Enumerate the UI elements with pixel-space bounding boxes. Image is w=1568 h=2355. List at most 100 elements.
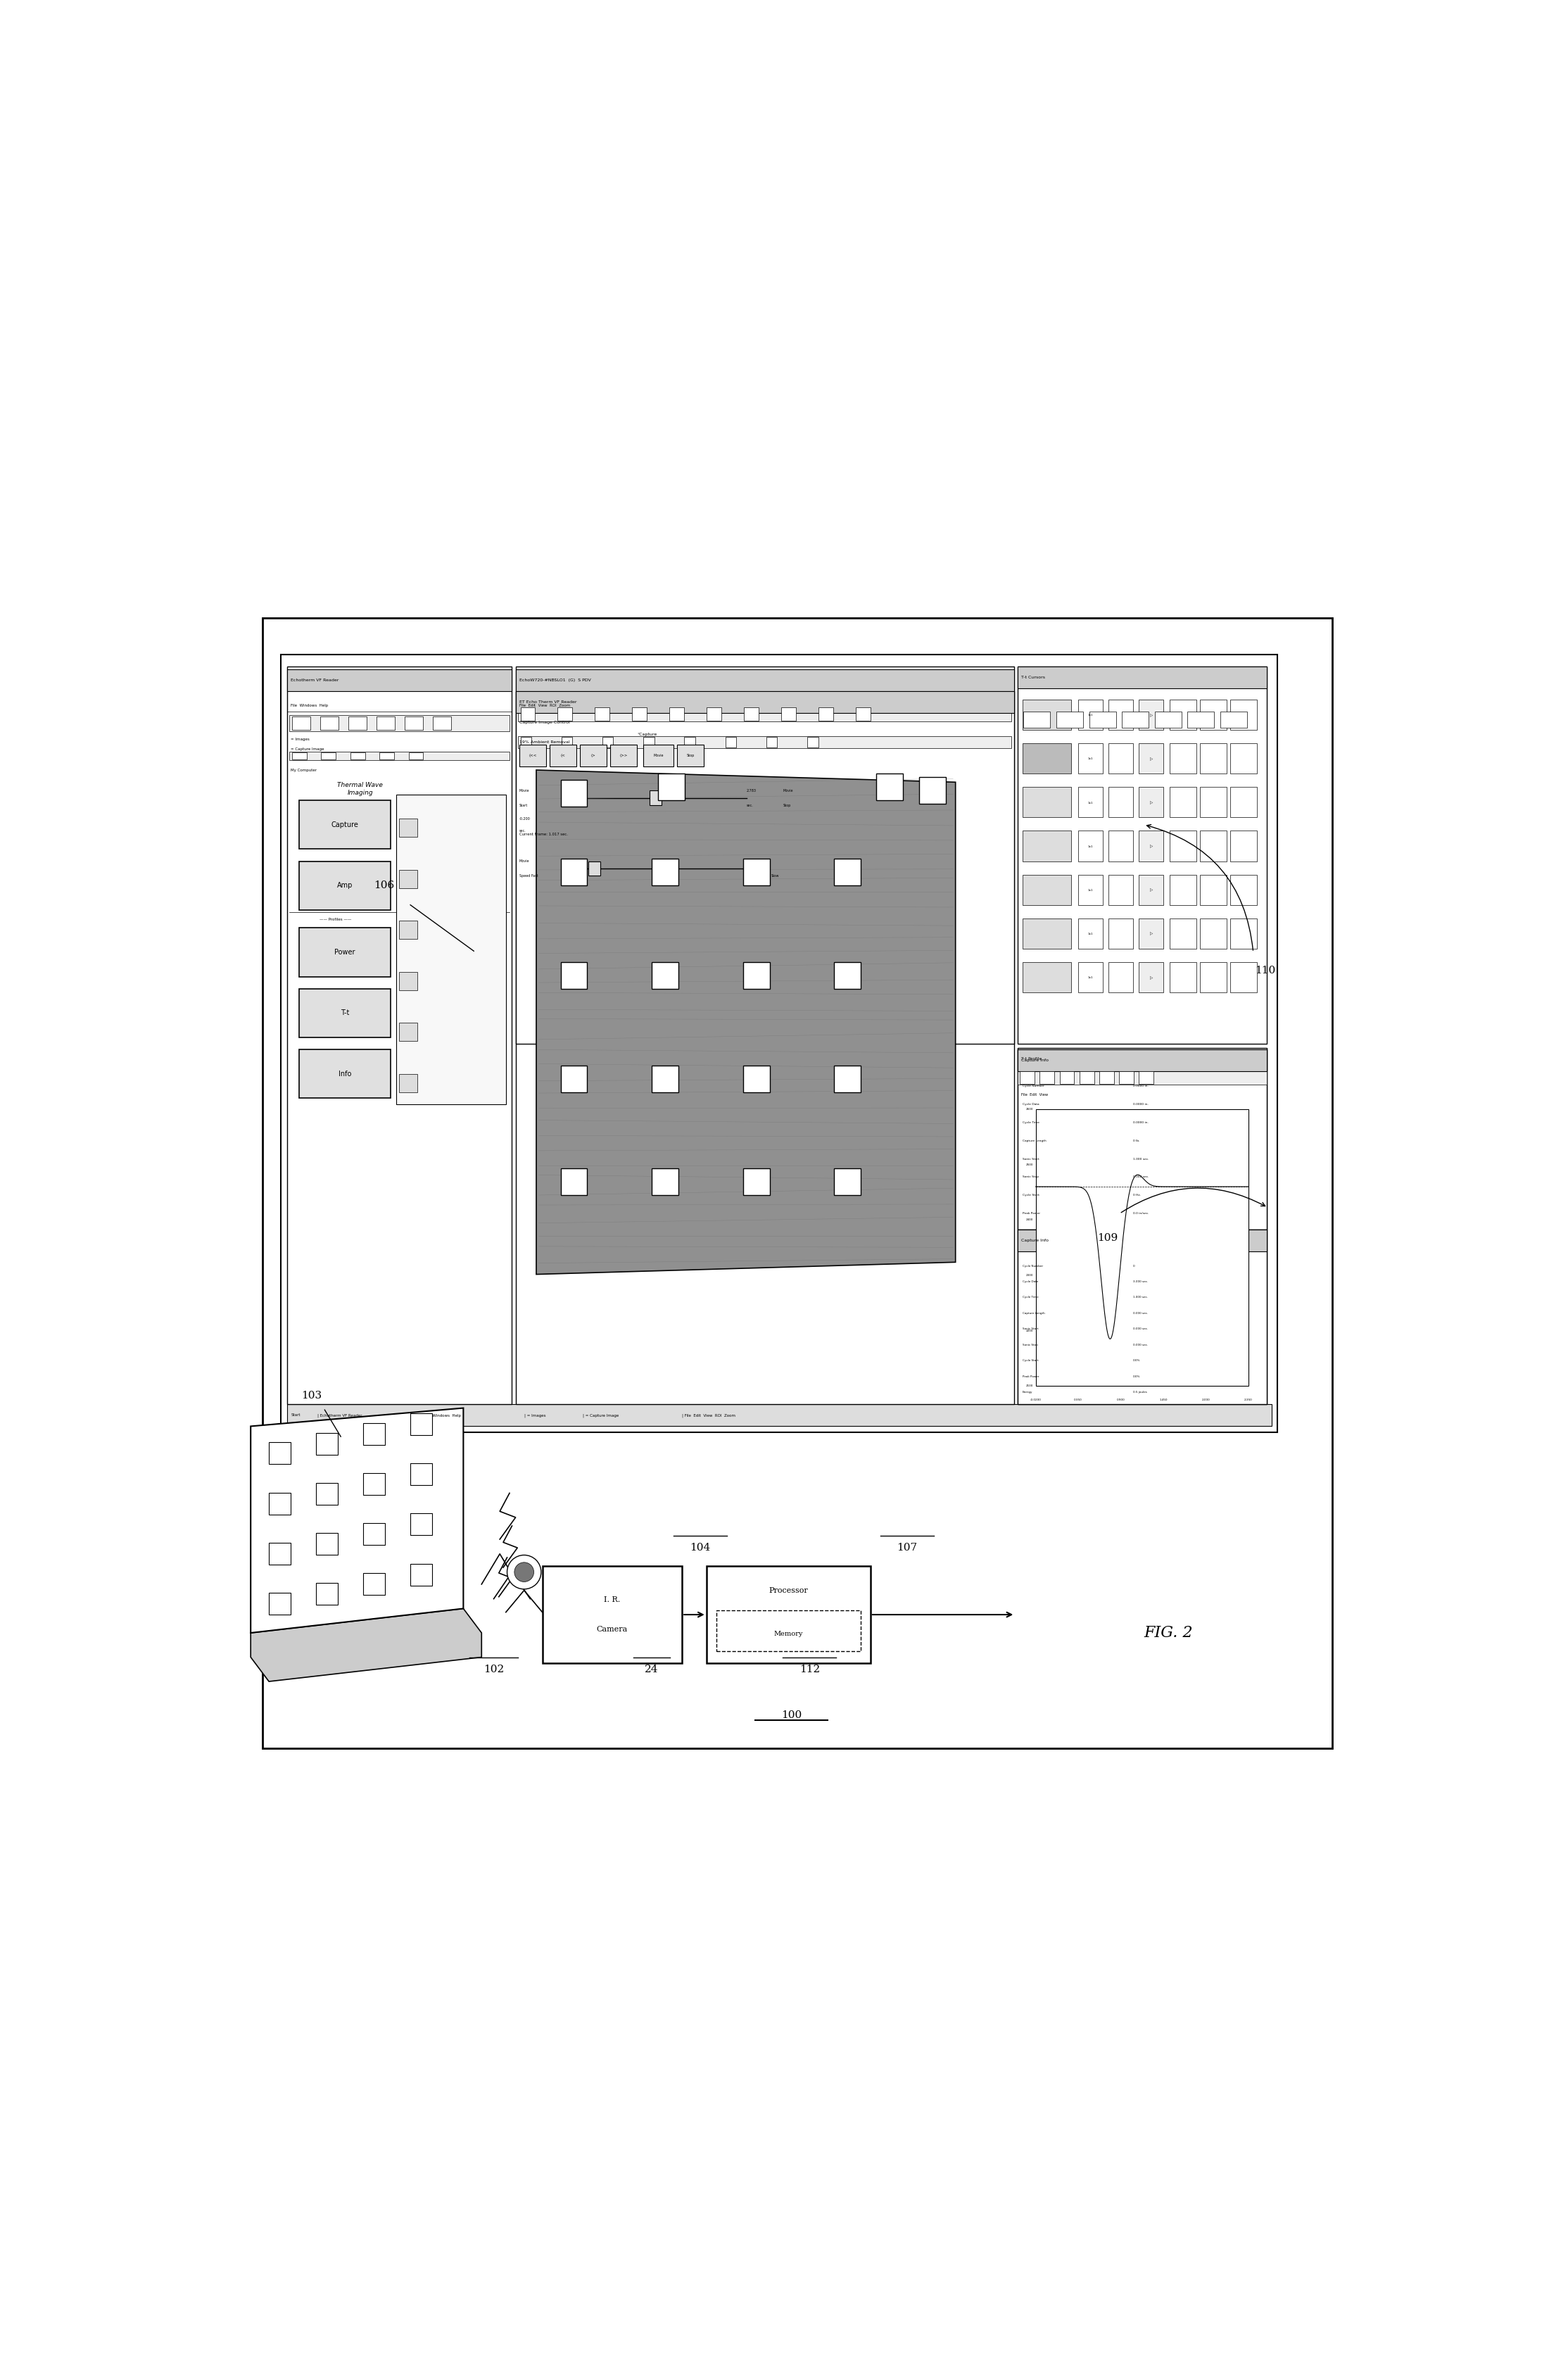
Text: 2.000: 2.000 bbox=[1201, 1399, 1210, 1401]
Bar bbox=[270, 1493, 290, 1514]
Text: 0.0%: 0.0% bbox=[1134, 1375, 1140, 1378]
Bar bbox=[290, 751, 510, 761]
Bar bbox=[1040, 1072, 1054, 1083]
Text: I. R.: I. R. bbox=[604, 1597, 621, 1604]
Text: | Echotherm VF Reader: | Echotherm VF Reader bbox=[317, 1413, 362, 1418]
Text: -0.0200: -0.0200 bbox=[1030, 1399, 1041, 1401]
Bar bbox=[270, 1592, 290, 1616]
Bar bbox=[1170, 961, 1196, 991]
Text: 0.0%: 0.0% bbox=[1134, 1359, 1140, 1361]
Bar bbox=[1170, 918, 1196, 949]
Bar bbox=[516, 690, 1014, 714]
Text: 0.000 sec.: 0.000 sec. bbox=[1134, 1312, 1148, 1314]
Bar bbox=[781, 706, 797, 721]
Text: Stop: Stop bbox=[687, 754, 695, 758]
Bar bbox=[411, 1462, 433, 1486]
Bar bbox=[818, 706, 833, 721]
Text: sec.: sec. bbox=[519, 829, 525, 834]
Bar bbox=[1138, 918, 1163, 949]
Polygon shape bbox=[536, 770, 955, 1274]
Bar bbox=[1109, 874, 1134, 904]
Bar bbox=[856, 706, 870, 721]
Bar bbox=[670, 706, 684, 721]
Text: 1x1: 1x1 bbox=[1088, 888, 1093, 893]
Bar bbox=[1018, 1229, 1267, 1251]
Bar bbox=[317, 1583, 337, 1604]
Text: °Capture: °Capture bbox=[637, 732, 657, 737]
Bar bbox=[1231, 699, 1258, 730]
Text: Echotherm VF Reader: Echotherm VF Reader bbox=[290, 678, 339, 683]
Bar bbox=[1109, 787, 1134, 817]
Text: 1x1: 1x1 bbox=[1088, 714, 1093, 716]
Bar bbox=[411, 1413, 433, 1434]
Bar bbox=[1090, 711, 1116, 728]
Bar bbox=[364, 1472, 386, 1495]
Bar bbox=[398, 820, 417, 836]
Bar bbox=[726, 737, 737, 747]
Text: 1x1: 1x1 bbox=[1088, 758, 1093, 761]
Text: (>>: (>> bbox=[619, 754, 627, 758]
Text: | File  Windows  Help: | File Windows Help bbox=[420, 1413, 461, 1418]
Bar bbox=[1079, 744, 1102, 775]
Text: Cycle Data: Cycle Data bbox=[1022, 1102, 1040, 1104]
Text: ▷: ▷ bbox=[1149, 758, 1152, 761]
Bar bbox=[1138, 831, 1163, 862]
Bar bbox=[1018, 1229, 1267, 1404]
Bar bbox=[379, 751, 394, 761]
Bar bbox=[707, 706, 721, 721]
Text: 0: 0 bbox=[1134, 1265, 1135, 1267]
Bar bbox=[834, 860, 861, 885]
Text: 2.350: 2.350 bbox=[1245, 1399, 1253, 1401]
Text: Stop: Stop bbox=[782, 803, 790, 808]
Text: Start: Start bbox=[290, 1413, 301, 1418]
Bar bbox=[317, 1484, 337, 1505]
Bar bbox=[834, 1168, 861, 1196]
Text: Current Frame: 1.017 sec.: Current Frame: 1.017 sec. bbox=[519, 834, 568, 836]
Text: 100: 100 bbox=[781, 1710, 801, 1722]
Text: 1x1: 1x1 bbox=[1088, 845, 1093, 848]
Bar bbox=[433, 716, 452, 730]
Circle shape bbox=[506, 1554, 541, 1590]
Text: T-t Cursors: T-t Cursors bbox=[1021, 676, 1044, 678]
Bar bbox=[290, 716, 510, 730]
Text: ET Echo Therm VF Reader: ET Echo Therm VF Reader bbox=[519, 699, 577, 704]
Text: Movie: Movie bbox=[654, 754, 663, 758]
Bar bbox=[350, 751, 365, 761]
Bar bbox=[550, 744, 577, 765]
Bar bbox=[1138, 787, 1163, 817]
Bar bbox=[561, 737, 572, 747]
Text: My Computer: My Computer bbox=[290, 768, 317, 772]
Text: Energy: Energy bbox=[1022, 1392, 1033, 1394]
Bar bbox=[580, 744, 607, 765]
Bar bbox=[652, 860, 679, 885]
Bar bbox=[364, 1524, 386, 1545]
Text: Cycle Start: Cycle Start bbox=[1022, 1359, 1038, 1361]
Text: Cycle Date: Cycle Date bbox=[1022, 1281, 1038, 1283]
Text: = Capture Image: = Capture Image bbox=[290, 747, 325, 751]
Bar bbox=[1018, 1048, 1267, 1404]
Bar bbox=[398, 869, 417, 888]
Bar bbox=[1138, 1072, 1154, 1083]
Text: ▷: ▷ bbox=[1149, 714, 1152, 716]
Bar bbox=[411, 1514, 433, 1535]
Bar bbox=[743, 1168, 770, 1196]
Text: ▷: ▷ bbox=[1149, 975, 1152, 980]
Text: Capture Image Control: Capture Image Control bbox=[519, 721, 569, 725]
Text: 0.0 in/sec.: 0.0 in/sec. bbox=[1134, 1213, 1149, 1215]
Text: Capture Info: Capture Info bbox=[1021, 1239, 1049, 1241]
Bar bbox=[919, 777, 946, 803]
Text: ▷: ▷ bbox=[1149, 845, 1152, 848]
Bar bbox=[561, 1064, 588, 1093]
Text: 0.0000 in.: 0.0000 in. bbox=[1134, 1086, 1148, 1088]
Text: -0.200: -0.200 bbox=[519, 817, 530, 820]
Bar bbox=[270, 1543, 290, 1564]
Bar bbox=[743, 1064, 770, 1093]
Text: 0.0000 in.: 0.0000 in. bbox=[1134, 1102, 1148, 1104]
Text: 110: 110 bbox=[1254, 966, 1276, 975]
Text: —— Profiles ——: —— Profiles —— bbox=[320, 918, 351, 921]
Text: | = Capture Image: | = Capture Image bbox=[582, 1413, 618, 1418]
Text: 102: 102 bbox=[483, 1665, 503, 1674]
Text: Sonic Stop: Sonic Stop bbox=[1022, 1175, 1038, 1178]
Bar bbox=[1022, 699, 1071, 730]
Bar bbox=[1138, 874, 1163, 904]
